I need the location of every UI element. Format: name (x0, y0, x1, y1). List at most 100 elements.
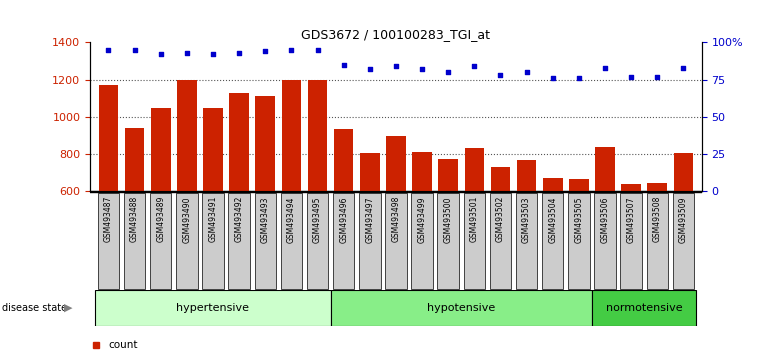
Text: GSM493488: GSM493488 (130, 196, 139, 242)
FancyBboxPatch shape (620, 193, 642, 289)
Point (599, 65, 612, 70)
FancyBboxPatch shape (255, 193, 276, 289)
Text: GSM493489: GSM493489 (156, 196, 165, 242)
Text: GSM493507: GSM493507 (626, 196, 636, 242)
Text: GSM493500: GSM493500 (444, 196, 452, 242)
Bar (438, 159, 458, 191)
FancyBboxPatch shape (592, 290, 696, 326)
Point (129, 47, 141, 53)
Text: GSM493508: GSM493508 (653, 196, 662, 242)
Text: GSM493506: GSM493506 (601, 196, 609, 242)
Bar (177, 80, 197, 191)
FancyBboxPatch shape (437, 193, 459, 289)
Bar (386, 136, 406, 191)
FancyBboxPatch shape (98, 193, 119, 289)
Point (521, 69, 533, 75)
FancyBboxPatch shape (202, 193, 223, 289)
Bar (99, 85, 118, 191)
Bar (360, 153, 379, 191)
Point (285, 47, 298, 53)
FancyBboxPatch shape (673, 193, 694, 289)
Point (572, 75, 585, 81)
Text: ▶: ▶ (64, 303, 72, 313)
Text: GSM493493: GSM493493 (261, 196, 270, 242)
Point (494, 72, 506, 78)
Text: GSM493503: GSM493503 (522, 196, 531, 242)
Point (180, 50, 193, 56)
Text: GSM493490: GSM493490 (183, 196, 191, 242)
Bar (334, 129, 354, 191)
Bar (125, 128, 144, 191)
Bar (256, 96, 275, 191)
Text: GSM493505: GSM493505 (575, 196, 583, 242)
Text: GSM493497: GSM493497 (365, 196, 374, 242)
Point (468, 63, 481, 69)
Point (651, 74, 663, 80)
FancyBboxPatch shape (647, 193, 668, 289)
Bar (203, 108, 223, 191)
Point (364, 67, 376, 72)
Point (546, 75, 559, 81)
FancyBboxPatch shape (359, 193, 380, 289)
Point (207, 52, 220, 57)
FancyBboxPatch shape (331, 290, 592, 326)
Point (337, 62, 350, 68)
Bar (543, 178, 563, 191)
Bar (648, 183, 667, 191)
Bar (412, 152, 432, 191)
Bar (595, 147, 615, 191)
Bar (229, 93, 249, 191)
FancyBboxPatch shape (385, 193, 407, 289)
FancyBboxPatch shape (490, 193, 511, 289)
Point (625, 74, 637, 80)
Text: count: count (108, 340, 138, 350)
Title: GDS3672 / 100100283_TGI_at: GDS3672 / 100100283_TGI_at (301, 28, 491, 41)
Text: GSM493499: GSM493499 (418, 196, 426, 242)
Text: hypotensive: hypotensive (427, 303, 495, 313)
FancyBboxPatch shape (281, 193, 302, 289)
FancyBboxPatch shape (594, 193, 615, 289)
Bar (281, 80, 301, 191)
Bar (151, 108, 171, 191)
FancyBboxPatch shape (568, 193, 590, 289)
Text: GSM493501: GSM493501 (470, 196, 479, 242)
Bar (621, 184, 641, 191)
FancyBboxPatch shape (516, 193, 537, 289)
Point (311, 47, 324, 53)
Text: GSM493491: GSM493491 (209, 196, 217, 242)
Text: GSM493502: GSM493502 (496, 196, 505, 242)
Text: GSM493504: GSM493504 (548, 196, 557, 242)
Bar (569, 179, 589, 191)
Bar (464, 148, 485, 191)
Text: GSM493496: GSM493496 (339, 196, 348, 242)
Point (259, 48, 271, 54)
Text: GSM493492: GSM493492 (234, 196, 244, 242)
Point (154, 52, 167, 57)
FancyBboxPatch shape (124, 193, 145, 289)
Bar (491, 167, 510, 191)
FancyBboxPatch shape (542, 193, 564, 289)
Bar (307, 80, 328, 191)
Bar (673, 153, 693, 191)
FancyBboxPatch shape (150, 193, 172, 289)
Point (416, 67, 428, 72)
Text: GSM493509: GSM493509 (679, 196, 688, 242)
Text: normotensive: normotensive (606, 303, 683, 313)
Point (677, 65, 690, 70)
FancyBboxPatch shape (228, 193, 250, 289)
Point (233, 50, 245, 56)
Text: GSM493498: GSM493498 (391, 196, 401, 242)
Text: GSM493487: GSM493487 (104, 196, 113, 242)
Bar (517, 160, 536, 191)
FancyBboxPatch shape (176, 193, 198, 289)
FancyBboxPatch shape (307, 193, 328, 289)
FancyBboxPatch shape (333, 193, 354, 289)
Text: GSM493495: GSM493495 (313, 196, 322, 242)
Point (102, 47, 114, 53)
FancyBboxPatch shape (96, 290, 331, 326)
Point (442, 69, 455, 75)
Text: disease state: disease state (2, 303, 67, 313)
Text: hypertensive: hypertensive (176, 303, 249, 313)
Point (390, 63, 402, 69)
FancyBboxPatch shape (412, 193, 433, 289)
